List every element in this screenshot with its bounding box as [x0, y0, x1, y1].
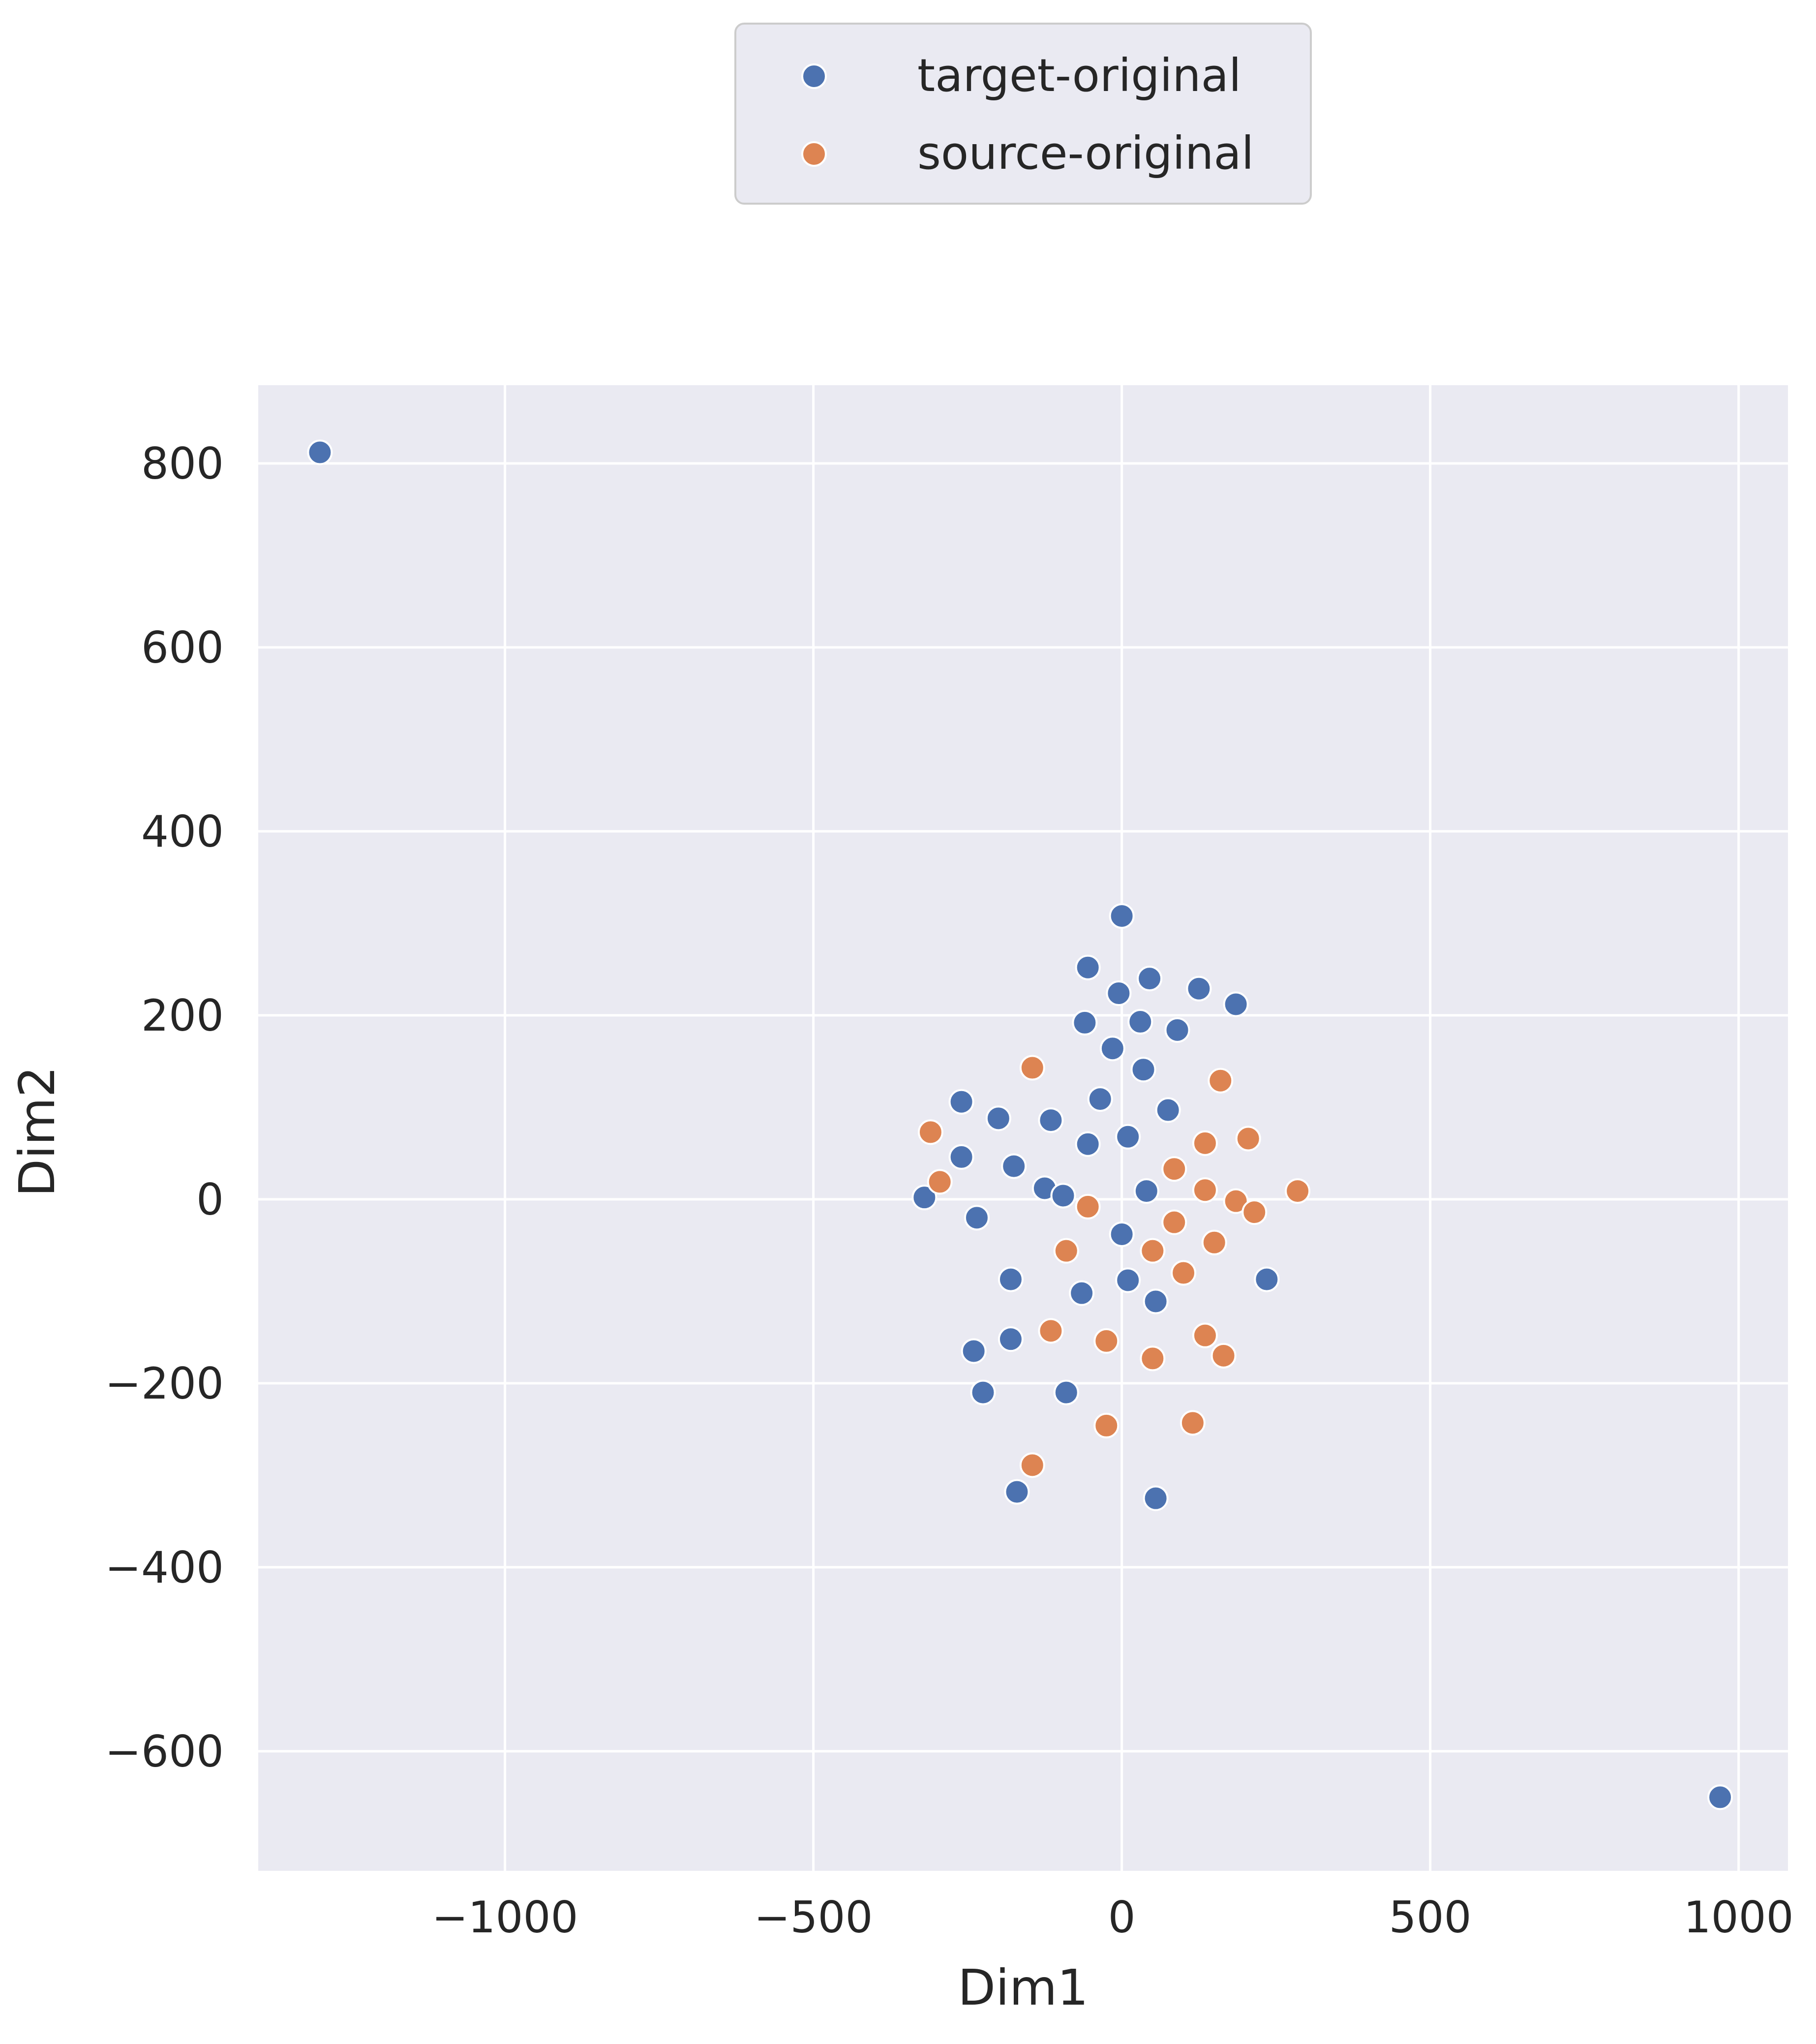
data-point-source-original: [927, 1169, 953, 1195]
y-tick-label: 400: [141, 806, 224, 857]
data-point-source-original: [1161, 1209, 1187, 1235]
y-axis-title: Dim2: [8, 1066, 66, 1197]
legend-label-target-original: target-original: [917, 49, 1241, 102]
data-points: [307, 439, 1733, 1810]
data-point-target-original: [961, 1338, 987, 1364]
data-point-target-original: [1053, 1379, 1079, 1405]
data-point-source-original: [1093, 1412, 1120, 1438]
data-point-target-original: [1137, 966, 1163, 992]
tick-labels: −1000 −500 0 500 1000 −600 −400 −200 0 200 400 600 8…: [105, 438, 1793, 1943]
data-point-source-original: [1211, 1342, 1237, 1369]
data-point-source-original: [1235, 1126, 1261, 1152]
data-point-target-original: [1050, 1183, 1076, 1209]
x-tick-label: 1000: [1684, 1892, 1794, 1943]
data-point-target-original: [1038, 1107, 1064, 1133]
data-point-target-original: [1707, 1784, 1733, 1810]
data-point-source-original: [1208, 1068, 1234, 1094]
y-tick-label: 800: [141, 438, 224, 489]
data-point-target-original: [1133, 1178, 1159, 1204]
data-point-target-original: [1072, 1009, 1098, 1036]
data-point-source-original: [1285, 1178, 1311, 1204]
data-point-target-original: [1075, 954, 1101, 980]
data-point-target-original: [1223, 991, 1249, 1017]
legend-label-source-original: source-original: [917, 127, 1254, 180]
legend-marker-source-original: [801, 141, 827, 167]
x-tick-label: 500: [1389, 1892, 1472, 1943]
legend: target-original source-original: [734, 23, 1312, 205]
data-point-source-original: [1171, 1260, 1197, 1286]
y-tick-label: −600: [105, 1726, 224, 1777]
data-point-target-original: [1143, 1288, 1169, 1314]
data-point-target-original: [1115, 1124, 1141, 1150]
x-tick-label: −1000: [432, 1892, 578, 1943]
data-point-source-original: [1019, 1452, 1045, 1478]
data-point-target-original: [1069, 1280, 1095, 1306]
x-tick-label: −500: [754, 1892, 873, 1943]
data-point-target-original: [998, 1266, 1024, 1292]
y-tick-label: 0: [196, 1174, 224, 1225]
data-point-target-original: [970, 1379, 996, 1405]
data-point-source-original: [1161, 1156, 1187, 1182]
data-point-source-original: [1075, 1193, 1101, 1220]
data-point-target-original: [1004, 1479, 1030, 1505]
data-point-source-original: [917, 1119, 943, 1145]
data-point-source-original: [1192, 1177, 1218, 1203]
y-tick-label: −400: [105, 1542, 224, 1593]
data-point-target-original: [911, 1185, 938, 1211]
data-point-source-original: [1180, 1410, 1206, 1436]
data-point-source-original: [1093, 1328, 1120, 1354]
data-point-target-original: [998, 1326, 1024, 1352]
data-point-target-original: [1143, 1485, 1169, 1511]
data-point-target-original: [1164, 1017, 1190, 1043]
data-point-source-original: [1241, 1199, 1268, 1225]
data-point-target-original: [1186, 976, 1212, 1002]
x-axis-title: Dim1: [958, 1959, 1089, 2016]
data-point-target-original: [1001, 1153, 1027, 1179]
grid-lines: [258, 385, 1788, 1871]
data-point-source-original: [1192, 1130, 1218, 1156]
data-point-target-original: [1109, 1221, 1135, 1247]
y-tick-label: −200: [105, 1358, 224, 1409]
y-tick-label: 600: [141, 622, 224, 673]
data-point-source-original: [1140, 1345, 1166, 1372]
data-point-source-original: [1019, 1055, 1045, 1081]
data-point-target-original: [1087, 1086, 1113, 1112]
x-tick-label: 0: [1108, 1892, 1136, 1943]
data-point-target-original: [948, 1089, 974, 1115]
data-point-target-original: [948, 1144, 974, 1170]
data-point-source-original: [1038, 1318, 1064, 1344]
data-point-target-original: [1254, 1266, 1280, 1292]
y-tick-label: 200: [141, 990, 224, 1041]
data-point-target-original: [1130, 1057, 1156, 1083]
data-point-source-original: [1192, 1322, 1218, 1348]
data-point-target-original: [1106, 980, 1132, 1007]
data-point-target-original: [1109, 903, 1135, 929]
plot-area: [258, 385, 1788, 1871]
data-point-target-original: [964, 1205, 990, 1231]
data-point-target-original: [1099, 1036, 1125, 1062]
data-point-target-original: [1127, 1009, 1153, 1035]
data-point-source-original: [1140, 1238, 1166, 1264]
data-point-target-original: [1075, 1131, 1101, 1157]
legend-marker-target-original: [801, 63, 827, 89]
data-point-target-original: [307, 439, 333, 465]
data-point-source-original: [1053, 1238, 1079, 1264]
data-point-target-original: [1115, 1267, 1141, 1293]
data-point-target-original: [1155, 1097, 1181, 1123]
data-point-source-original: [1201, 1229, 1227, 1255]
legend-frame: [734, 23, 1312, 205]
data-point-target-original: [985, 1105, 1011, 1131]
data-point-source-original: [1223, 1188, 1249, 1214]
